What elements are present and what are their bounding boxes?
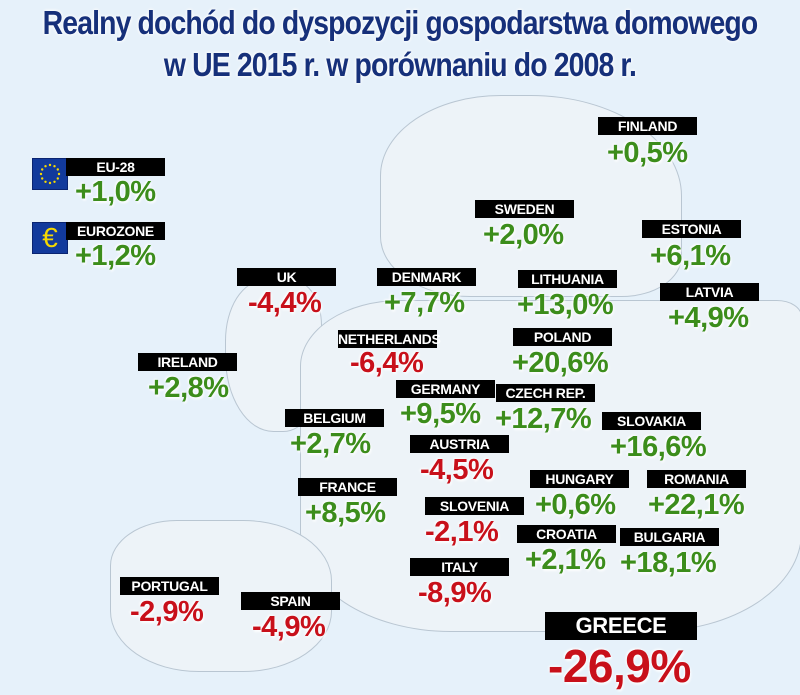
value-uk: -4,4% [248,287,322,319]
label-slovenia: SLOVENIA [425,497,524,515]
label-denmark: DENMARK [377,268,476,286]
value-netherlands: -6,4% [350,347,424,379]
value-poland: +20,6% [512,347,609,379]
label-eurozone: EUROZONE [66,222,165,240]
title-line-2: w UE 2015 r. w porównaniu do 2008 r. [163,46,637,83]
value-romania: +22,1% [648,489,745,521]
value-slovenia: -2,1% [425,516,499,548]
label-austria: AUSTRIA [410,435,509,453]
value-croatia: +2,1% [525,544,606,576]
label-france: FRANCE [298,478,397,496]
label-poland: POLAND [513,328,612,346]
value-portugal: -2,9% [130,596,204,628]
value-france: +8,5% [305,497,386,529]
euro-sign-icon: € [32,222,68,254]
label-slovakia: SLOVAKIA [602,412,701,430]
label-romania: ROMANIA [647,470,746,488]
value-hungary: +0,6% [535,489,616,521]
label-spain: SPAIN [241,592,340,610]
value-eu-28: +1,0% [75,176,156,208]
label-ireland: IRELAND [138,353,237,371]
value-germany: +9,5% [400,398,481,430]
value-latvia: +4,9% [668,302,749,334]
label-hungary: HUNGARY [530,470,629,488]
label-estonia: ESTONIA [642,220,741,238]
label-croatia: CROATIA [517,525,616,543]
label-germany: GERMANY [396,380,495,398]
label-greece: GREECE [545,612,697,640]
value-finland: +0,5% [607,137,688,169]
value-austria: -4,5% [420,454,494,486]
value-greece: -26,9% [548,640,691,692]
value-italy: -8,9% [418,577,492,609]
value-bulgaria: +18,1% [620,547,717,579]
value-ireland: +2,8% [148,372,229,404]
value-denmark: +7,7% [384,287,465,319]
value-lithuania: +13,0% [517,289,614,321]
label-czech-rep: CZECH REP. [496,384,595,402]
label-netherlands: NETHERLANDS [338,330,441,348]
value-eurozone: +1,2% [75,240,156,272]
title-line-1: Realny dochód do dyspozycji gospodarstwa… [42,4,759,41]
label-sweden: SWEDEN [475,200,574,218]
label-uk: UK [237,268,336,286]
label-italy: ITALY [410,558,509,576]
value-slovakia: +16,6% [610,431,707,463]
label-bulgaria: BULGARIA [620,528,719,546]
label-finland: FINLAND [598,117,697,135]
eu-flag-icon [32,158,68,190]
continent-land [300,300,800,632]
value-spain: -4,9% [252,611,326,643]
value-czech-rep: +12,7% [495,403,592,435]
label-eu-28: EU-28 [66,158,165,176]
label-lithuania: LITHUANIA [518,270,617,288]
label-belgium: BELGIUM [285,409,384,427]
value-sweden: +2,0% [483,219,564,251]
value-estonia: +6,1% [650,240,731,272]
label-portugal: PORTUGAL [120,577,219,595]
label-latvia: LATVIA [660,283,759,301]
value-belgium: +2,7% [290,428,371,460]
